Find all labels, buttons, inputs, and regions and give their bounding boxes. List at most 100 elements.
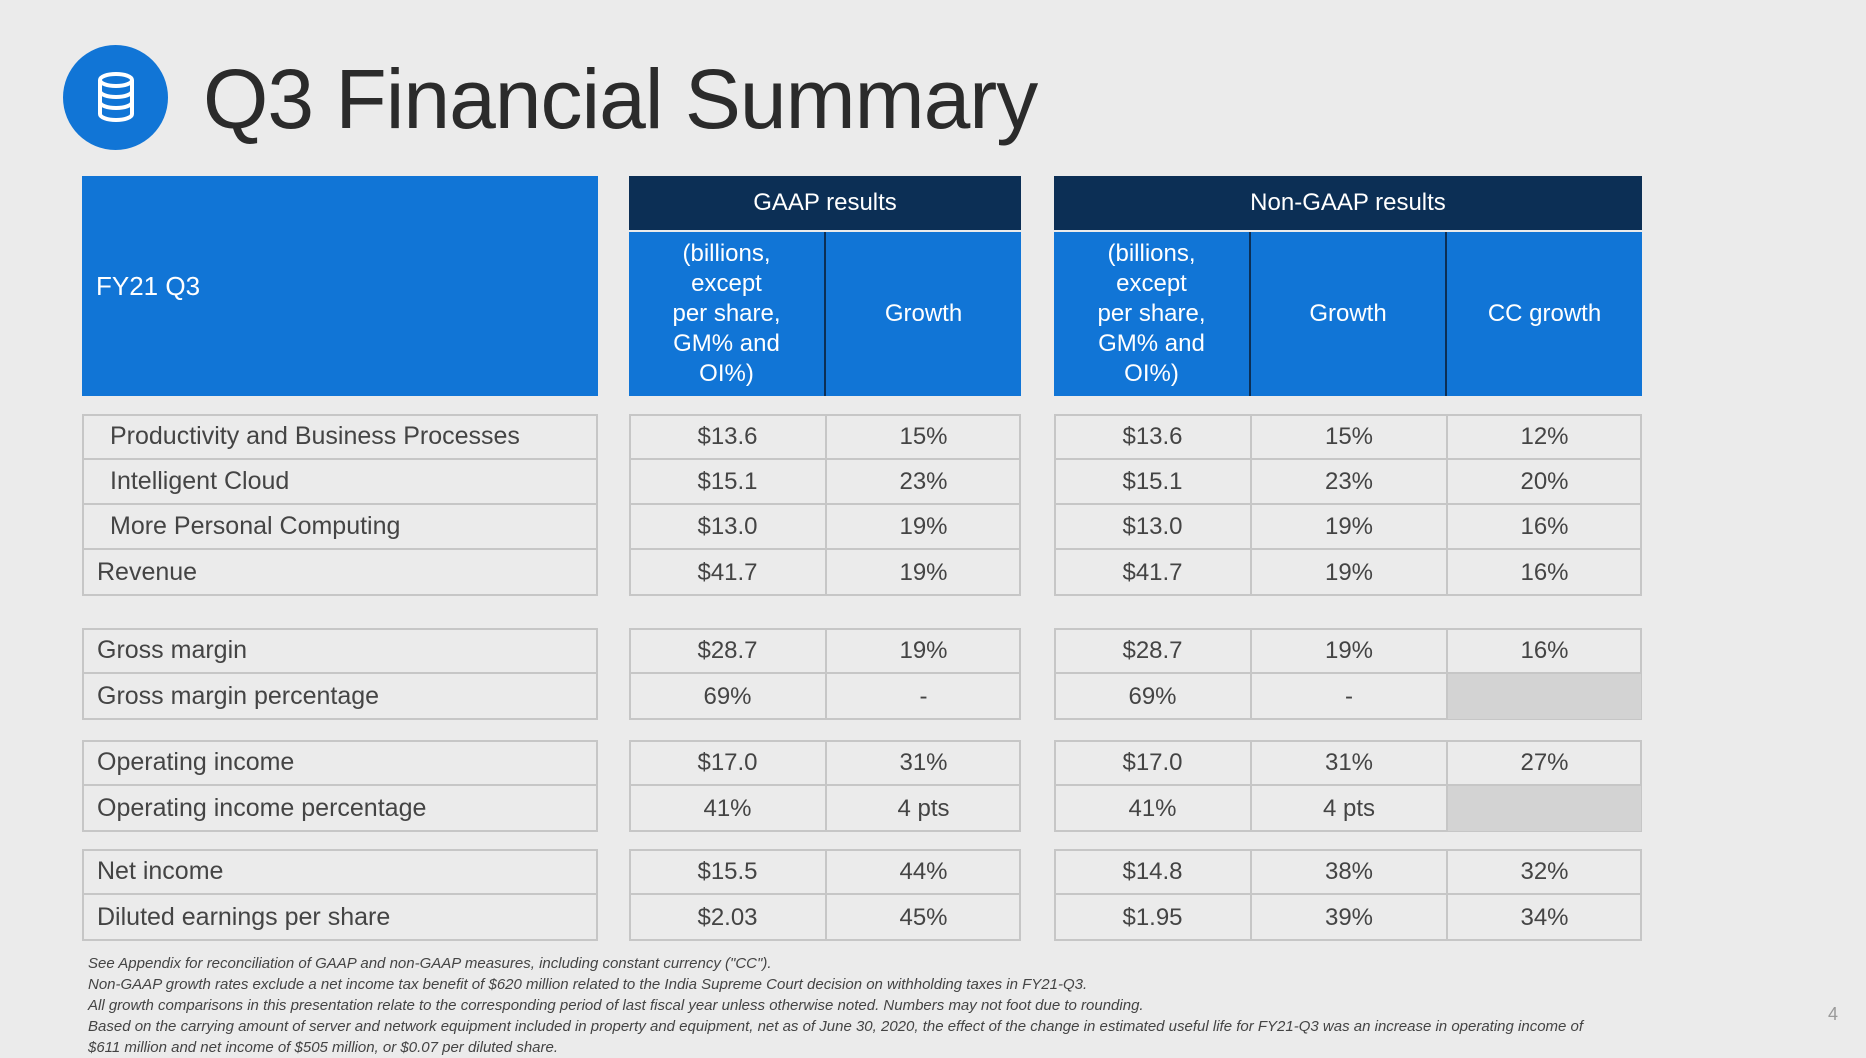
nongaap-value: $41.7 <box>1055 550 1252 595</box>
gaap-growth: 23% <box>827 460 1020 505</box>
nongaap-value: 41% <box>1055 786 1252 831</box>
units-line: per share, <box>672 300 781 327</box>
units-line: (billions, <box>1107 240 1196 267</box>
footnote: See Appendix for reconciliation of GAAP … <box>88 955 772 972</box>
gaap-growth: 15% <box>827 415 1020 460</box>
cc-growth-label: CC growth <box>1487 300 1602 327</box>
units-line: GM% and <box>673 330 780 357</box>
units-line: GM% and <box>1098 330 1205 357</box>
gaap-growth: 31% <box>827 741 1020 786</box>
cc-growth <box>1448 786 1641 831</box>
label-group-frame <box>82 740 598 832</box>
growth-label: Growth <box>1309 300 1387 327</box>
gaap-growth: 19% <box>827 505 1020 550</box>
units-line: (billions, <box>682 240 771 267</box>
row-label: Gross margin <box>83 629 597 674</box>
nongaap-growth: 31% <box>1252 741 1448 786</box>
logo-badge <box>63 45 168 150</box>
gaap-value: $13.0 <box>630 505 827 550</box>
footnote: Non-GAAP growth rates exclude a net inco… <box>88 976 1088 993</box>
cc-growth-header: CC growth <box>1447 232 1642 396</box>
gaap-value: $15.5 <box>630 850 827 895</box>
fy-header: FY21 Q3 <box>82 176 598 396</box>
cc-growth: 12% <box>1448 415 1641 460</box>
page-title: Q3 Financial Summary <box>203 52 1038 146</box>
row-label: Operating income percentage <box>97 794 427 822</box>
nongaap-growth: 15% <box>1252 415 1448 460</box>
nongaap-value: $1.95 <box>1055 895 1252 940</box>
gaap-growth: 4 pts <box>897 794 950 822</box>
nongaap-growth: 19% <box>1252 550 1448 595</box>
nongaap-growth: 23% <box>1252 460 1448 505</box>
row-label: Productivity and Business Processes <box>83 415 597 460</box>
gaap-value: $28.7 <box>630 629 827 674</box>
units-line: OI%) <box>1124 360 1179 387</box>
cc-growth <box>1448 674 1641 719</box>
gaap-value: $15.1 <box>630 460 827 505</box>
gaap-label: GAAP results <box>753 189 897 216</box>
gaap-value: $17.0 <box>630 741 827 786</box>
gaap-growth: - <box>919 682 928 710</box>
nongaap-group-frame <box>1054 849 1642 941</box>
nongaap-value: $13.0 <box>1055 505 1252 550</box>
gaap-value: $13.6 <box>630 415 827 460</box>
cc-growth: 27% <box>1448 741 1641 786</box>
gaap-growth: 45% <box>899 903 948 931</box>
nongaap-growth: - <box>1252 674 1448 719</box>
nongaap-growth: 39% <box>1252 895 1448 940</box>
cc-growth: 16% <box>1448 505 1641 550</box>
units-line: except <box>1116 270 1187 297</box>
cc-growth: 34% <box>1520 903 1569 931</box>
nongaap-value: 69% <box>1055 674 1252 719</box>
nongaap-growth-header: Growth <box>1251 232 1447 396</box>
footnote: All growth comparisons in this presentat… <box>88 997 1144 1014</box>
row-label: More Personal Computing <box>83 505 597 550</box>
nongaap-group-frame <box>1054 414 1642 596</box>
row-label: Net income <box>83 850 597 895</box>
nongaap-value: $15.1 <box>1055 460 1252 505</box>
gaap-growth-header: Growth <box>826 232 1021 396</box>
units-line: per share, <box>1097 300 1206 327</box>
nongaap-value: $14.8 <box>1055 850 1252 895</box>
label-group-frame <box>82 628 598 720</box>
gaap-growth: 19% <box>827 629 1020 674</box>
nongaap-units-header: (billions, except per share, GM% and OI%… <box>1054 232 1251 396</box>
gaap-value: 69% <box>630 674 827 719</box>
nongaap-growth: 19% <box>1252 629 1448 674</box>
footnote: Based on the carrying amount of server a… <box>88 1018 1584 1035</box>
growth-label: Growth <box>884 300 963 327</box>
units-line: OI%) <box>699 360 754 387</box>
row-label: Operating income <box>83 741 597 786</box>
footnotes: See Appendix for reconciliation of GAAP … <box>88 953 1808 1058</box>
database-icon <box>98 72 134 122</box>
nongaap-header: Non-GAAP results <box>1054 176 1642 230</box>
units-line: except <box>691 270 762 297</box>
row-label: Diluted earnings per share <box>97 903 391 931</box>
nongaap-value: $17.0 <box>1055 741 1252 786</box>
gaap-header: GAAP results <box>629 176 1021 230</box>
nongaap-growth: 4 pts <box>1252 786 1448 831</box>
row-label: Gross margin percentage <box>97 682 380 710</box>
gaap-growth: 19% <box>899 558 948 586</box>
gaap-value: $41.7 <box>630 550 827 595</box>
gaap-value: $2.03 <box>630 895 827 940</box>
page-number: 4 <box>1828 1004 1839 1024</box>
footnote: $611 million and net income of $505 mill… <box>88 1039 559 1056</box>
label-group-frame <box>82 414 598 596</box>
row-label: Intelligent Cloud <box>83 460 597 505</box>
nongaap-growth: 19% <box>1252 505 1448 550</box>
nongaap-value: $13.6 <box>1055 415 1252 460</box>
label-group-frame <box>82 849 598 941</box>
fy-label: FY21 Q3 <box>96 270 201 301</box>
nongaap-growth: 38% <box>1252 850 1448 895</box>
cc-growth: 16% <box>1520 558 1569 586</box>
gaap-value: 41% <box>630 786 827 831</box>
nongaap-value: $28.7 <box>1055 629 1252 674</box>
cc-growth: 32% <box>1448 850 1641 895</box>
row-label: Revenue <box>97 558 198 586</box>
cc-growth: 16% <box>1448 629 1641 674</box>
cc-growth: 20% <box>1448 460 1641 505</box>
gaap-growth: 44% <box>827 850 1020 895</box>
nongaap-label: Non-GAAP results <box>1250 189 1446 216</box>
gaap-units-header: (billions, except per share, GM% and OI%… <box>629 232 826 396</box>
